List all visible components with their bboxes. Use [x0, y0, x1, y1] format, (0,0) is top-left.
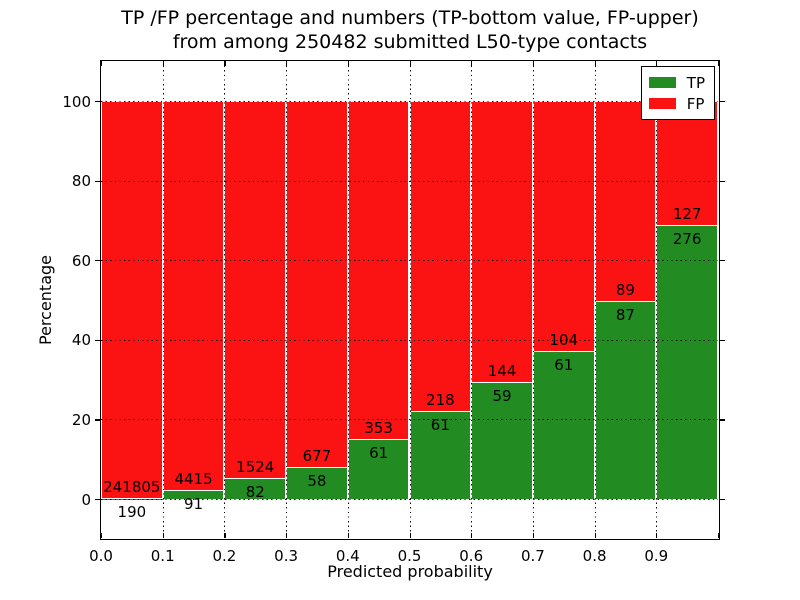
- x-tick-mark: [594, 533, 596, 538]
- x-tick-label: 0.2: [212, 547, 237, 565]
- chart-title-line2: from among 250482 submitted L50-type con…: [172, 30, 648, 53]
- bar-count-tp: 61: [554, 355, 574, 374]
- bar-count-tp: 87: [615, 306, 635, 325]
- y-tick-mark: [94, 339, 100, 341]
- x-tick-mark-top: [471, 61, 473, 66]
- x-tick-label: 0.7: [520, 547, 545, 565]
- bar-count-tp: 59: [492, 387, 512, 406]
- bar-count-fp: 1524: [236, 457, 275, 476]
- bar-segment-tp: [594, 302, 657, 499]
- y-tick-mark-right: [719, 499, 725, 501]
- y-tick-label: 0: [81, 490, 91, 509]
- x-tick-label: 0.3: [274, 547, 299, 565]
- y-tick-mark-right: [719, 339, 725, 341]
- legend-swatch-tp: [648, 77, 676, 88]
- x-tick-mark: [347, 533, 349, 538]
- bar-segment-tp: [409, 411, 472, 499]
- y-tick-mark: [94, 101, 100, 103]
- x-tick-mark-top: [718, 61, 720, 66]
- bar-count-fp: 89: [615, 281, 635, 300]
- bar-count-tp: 58: [307, 471, 327, 490]
- bar-segment-fp: [224, 101, 287, 479]
- y-tick-label: 60: [71, 251, 91, 270]
- x-tick-mark: [101, 533, 103, 538]
- x-tick-label: 0.4: [335, 547, 360, 565]
- x-tick-mark: [656, 533, 658, 538]
- plot-area: 241805 190 4415 91 1524 82 677 58 353 61 218 61 144 5…: [62, 60, 725, 565]
- x-tick-mark-top: [162, 61, 164, 66]
- bar-count-fp: 218: [426, 390, 455, 409]
- x-tick-mark-top: [409, 61, 411, 66]
- bar-count-tp: 61: [430, 415, 450, 434]
- bar-count-fp: 353: [364, 419, 393, 438]
- bar-segment-fp: [101, 101, 163, 499]
- legend-item-tp: TP: [648, 72, 705, 93]
- y-tick-mark-right: [719, 180, 725, 182]
- x-tick-label: 0.0: [89, 547, 113, 565]
- ticks-layer: 0.0 0.1 0.2 0.3 0.4 0.5 0.6 0.7 0.8 0.9 0 20 40 60 80 1…: [62, 61, 725, 565]
- bar-segment-fp: [162, 101, 225, 491]
- chart-title-line1: TP /FP percentage and numbers (TP-bottom…: [121, 7, 699, 29]
- x-tick-label: 0.6: [459, 547, 484, 565]
- x-tick-label: 0.5: [397, 547, 422, 565]
- bar-count-tp: 82: [245, 482, 265, 501]
- legend-swatch-fp: [648, 98, 676, 109]
- y-tick-mark-right: [719, 260, 725, 262]
- x-tick-mark-top: [224, 61, 226, 66]
- x-tick-label: 0.1: [150, 547, 175, 565]
- x-tick-mark: [471, 533, 473, 538]
- x-tick-mark-top: [286, 61, 288, 66]
- y-tick-label: 20: [71, 410, 91, 429]
- y-axis-label: Percentage: [36, 255, 55, 346]
- bar-count-fp: 677: [302, 446, 332, 465]
- y-tick-mark: [94, 499, 100, 501]
- bar-count-fp: 144: [487, 362, 517, 381]
- x-tick-mark: [162, 533, 164, 538]
- x-tick-label: 0.8: [582, 547, 607, 565]
- x-tick-mark-top: [101, 61, 103, 66]
- bar-segment-tp: [471, 383, 533, 499]
- legend-label: TP: [686, 73, 705, 92]
- y-tick-mark: [94, 260, 100, 262]
- bar-count-tp: 190: [117, 502, 147, 521]
- x-tick-mark: [718, 533, 720, 538]
- x-tick-mark: [409, 533, 411, 538]
- x-axis-label: Predicted probability: [327, 562, 493, 581]
- y-tick-label: 40: [71, 331, 91, 350]
- bar-count-tp: 276: [672, 230, 702, 249]
- bars-layer: [101, 61, 718, 538]
- x-tick-mark: [532, 533, 535, 538]
- x-tick-mark-top: [532, 61, 535, 66]
- x-tick-mark-top: [347, 61, 349, 66]
- y-tick-label: 80: [71, 172, 91, 191]
- bar-count-fp: 127: [672, 205, 702, 224]
- y-tick-label: 100: [62, 92, 91, 111]
- y-tick-mark-right: [719, 419, 725, 421]
- bar-segment-tp: [532, 351, 595, 499]
- bar-segment-fp: [594, 101, 657, 303]
- x-tick-mark: [286, 533, 288, 538]
- bar-segment-fp: [286, 101, 348, 468]
- chart-title: TP /FP percentage and numbers (TP-bottom…: [100, 7, 720, 54]
- y-tick-mark: [94, 419, 100, 421]
- legend-label: FP: [686, 94, 705, 113]
- y-tick-mark-right: [719, 101, 725, 103]
- x-tick-label: 0.9: [644, 547, 669, 565]
- bar-count-tp: 61: [369, 444, 389, 463]
- legend: TP FP: [640, 66, 715, 120]
- x-tick-mark-top: [594, 61, 596, 66]
- y-tick-mark: [94, 180, 100, 182]
- legend-item-fp: FP: [648, 93, 705, 114]
- bar-count-fp: 241805: [103, 477, 161, 496]
- bar-count-fp: 4415: [174, 469, 213, 488]
- bar-segment-fp: [532, 101, 595, 352]
- bar-segment-fp: [656, 101, 718, 227]
- x-tick-mark: [224, 533, 226, 538]
